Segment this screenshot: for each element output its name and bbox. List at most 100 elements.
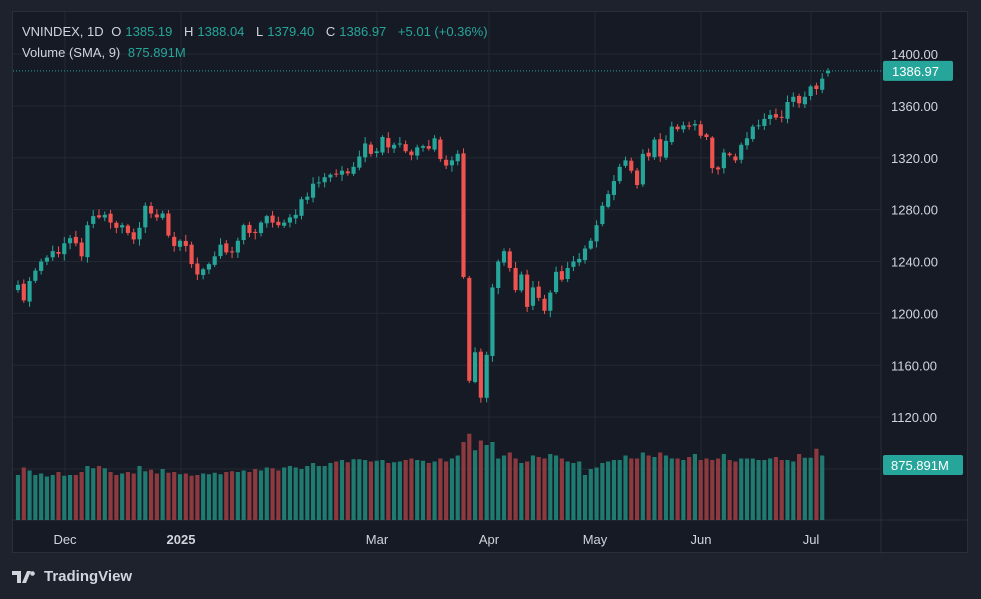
time-tick-label: Jul (803, 532, 820, 547)
volume-bar (715, 458, 721, 520)
time-tick-label: 2025 (167, 532, 196, 547)
candle-body (33, 270, 38, 281)
candle-body (420, 146, 426, 148)
volume-bar (426, 463, 431, 520)
volume-bar (611, 460, 617, 520)
candle-body (756, 125, 761, 127)
candle-body (241, 225, 246, 241)
volume-bar (172, 472, 177, 520)
volume-bar (201, 473, 206, 520)
volume-bar (114, 475, 119, 520)
candle-body (224, 243, 229, 253)
last-price-label: 1386.97 (892, 64, 939, 79)
volume-bar (120, 473, 125, 520)
volume-bar (299, 469, 304, 520)
price-chart[interactable]: 1400.00 1360.00 1320.00 1280.00 1240.00 1200.… (13, 12, 969, 554)
brand-label: TradingView (44, 568, 133, 585)
volume-bar (634, 458, 640, 520)
volume-bar (698, 460, 703, 520)
volume-bar (652, 457, 657, 520)
volume-bar (44, 476, 50, 520)
candle-body (681, 125, 686, 130)
candle-body (172, 236, 177, 246)
candle-body (183, 240, 188, 246)
volume-bar (403, 460, 408, 520)
volume-bar (606, 461, 611, 520)
candle-body (513, 268, 518, 291)
candle-body (791, 96, 796, 102)
candle-body (391, 144, 397, 149)
volume-bar (218, 474, 223, 520)
volume-bar (253, 469, 258, 520)
candle-body (67, 238, 73, 244)
volume-bar (571, 463, 576, 520)
candle-body (108, 213, 113, 223)
volume-bar (449, 458, 455, 520)
volume-bar (357, 459, 362, 520)
candle-body (334, 173, 339, 175)
candle-body (363, 143, 368, 158)
candle-body (467, 277, 472, 381)
tradingview-logo-icon (12, 570, 35, 583)
volume-bar (154, 473, 159, 520)
candle-body (235, 240, 240, 253)
volume-bar (386, 463, 391, 520)
candle-body (820, 78, 825, 90)
volume-bar (687, 457, 692, 520)
volume-bar (675, 458, 680, 520)
volume-bar (137, 466, 142, 520)
volume-bar (490, 442, 495, 520)
volume-bar (646, 455, 651, 520)
volume-bar (310, 463, 316, 520)
candle-body (160, 213, 165, 218)
volume-bar (432, 461, 437, 520)
candle-body (293, 214, 298, 219)
volume-bar (773, 457, 779, 520)
candle-body (79, 242, 84, 257)
volume-bar (287, 466, 293, 520)
volume-value-badge (883, 455, 963, 475)
volume-bar (56, 472, 61, 520)
chart-panel[interactable]: 1400.00 1360.00 1320.00 1280.00 1240.00 1200.… (12, 11, 969, 554)
candle-body (525, 274, 530, 307)
candle-body (640, 153, 645, 185)
tradingview-logo[interactable]: TradingView (12, 568, 132, 585)
volume-bar (484, 445, 489, 520)
volume-bar (779, 460, 784, 520)
close-label: C 1386.97 (325, 24, 387, 39)
candle-body (426, 146, 431, 149)
candle-body (438, 139, 443, 160)
volume-bar (96, 466, 102, 520)
candle-body (484, 354, 489, 398)
candle-body (658, 139, 663, 157)
volume-bar (577, 461, 582, 520)
candle-body (50, 251, 55, 258)
candle-body (114, 222, 119, 228)
volume-bar (808, 457, 813, 520)
candle-body (253, 231, 258, 233)
candle-body (415, 147, 420, 156)
candle-body (212, 256, 217, 265)
volume-bar (293, 467, 298, 520)
volume-value: 875.891M (127, 45, 186, 60)
candle-body (56, 251, 61, 254)
symbol-label: VNINDEX, 1D (22, 24, 104, 39)
volume-bar (189, 475, 194, 520)
candle-body (258, 222, 264, 234)
candle-body (125, 225, 131, 233)
volume-bar (409, 458, 414, 520)
volume-bar (380, 460, 385, 520)
candle-body (623, 160, 628, 166)
candle-body (710, 137, 715, 169)
volume-bar (565, 461, 570, 520)
candle-body (727, 153, 732, 156)
volume-bar (62, 475, 67, 520)
candle-body (461, 153, 466, 278)
candle-body (305, 196, 310, 200)
candle-body (582, 248, 588, 261)
candle-body (85, 225, 90, 258)
candle-body (814, 85, 819, 90)
candle-body (588, 240, 593, 249)
volume-bar (50, 475, 55, 520)
candle-body (154, 214, 159, 218)
